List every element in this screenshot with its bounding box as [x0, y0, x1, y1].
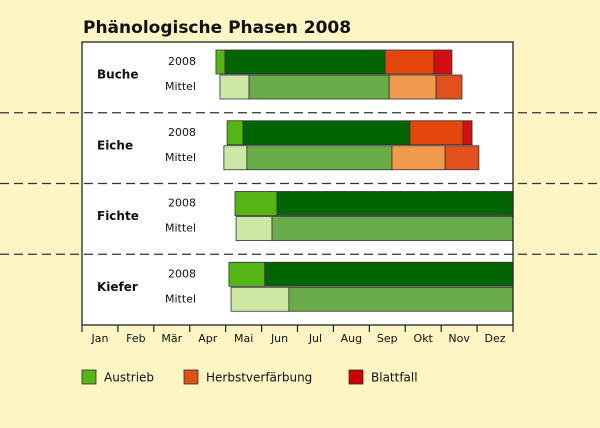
legend-label: Austrieb: [104, 371, 154, 385]
legend-swatch: [183, 369, 199, 385]
phase-bar: [388, 74, 437, 100]
x-tick-label: Jul: [308, 332, 322, 345]
phase-bar: [435, 74, 463, 100]
phase-bar: [230, 286, 290, 312]
legend-label: Blattfall: [371, 371, 418, 385]
row-label: Mittel: [165, 151, 196, 164]
x-tick-label: Mär: [161, 332, 182, 345]
group-label: Kiefer: [97, 280, 138, 294]
phase-bar: [271, 216, 514, 241]
x-tick-label: Jan: [90, 332, 108, 345]
row-label: Mittel: [165, 80, 196, 93]
phase-bar: [215, 49, 226, 75]
row-label: 2008: [168, 126, 196, 139]
phase-bar: [235, 216, 273, 241]
phase-bar: [223, 145, 248, 171]
group-label: Fichte: [97, 209, 139, 223]
x-tick-label: Aug: [341, 332, 362, 345]
phase-bar: [228, 261, 266, 287]
phase-bar: [391, 145, 446, 171]
legend-swatch: [81, 369, 97, 385]
phase-bar: [246, 145, 393, 171]
phase-bar: [384, 49, 435, 75]
group-label: Buche: [97, 68, 138, 82]
x-tick-label: Mai: [234, 332, 253, 345]
phase-bar: [226, 120, 244, 146]
phase-bar: [264, 261, 514, 287]
phase-bar: [242, 120, 411, 146]
x-tick-label: Feb: [126, 332, 145, 345]
phase-bar: [248, 74, 390, 100]
x-tick-label: Okt: [414, 332, 434, 345]
phase-bar: [444, 145, 480, 171]
chart-title: Phänologische Phasen 2008: [83, 18, 351, 38]
phase-bar: [409, 120, 464, 146]
row-label: 2008: [168, 267, 196, 280]
x-tick-label: Dez: [485, 332, 506, 345]
legend-swatch: [348, 369, 364, 385]
phase-bar: [462, 120, 473, 146]
x-tick-label: Sep: [377, 332, 398, 345]
row-label: Mittel: [165, 222, 196, 235]
phase-bar: [234, 191, 278, 216]
phase-bar: [433, 49, 453, 75]
x-tick-label: Apr: [198, 332, 218, 345]
phase-bar: [219, 74, 250, 100]
x-tick-label: Nov: [448, 332, 470, 345]
phase-bar: [224, 49, 386, 75]
row-label: 2008: [168, 197, 196, 210]
legend-label: Herbstverfärbung: [206, 371, 312, 385]
phase-bar: [288, 286, 514, 312]
row-label: Mittel: [165, 292, 196, 305]
row-label: 2008: [168, 55, 196, 68]
x-tick-label: Jun: [270, 332, 288, 345]
group-label: Eiche: [97, 138, 133, 152]
phase-bar: [276, 191, 514, 216]
